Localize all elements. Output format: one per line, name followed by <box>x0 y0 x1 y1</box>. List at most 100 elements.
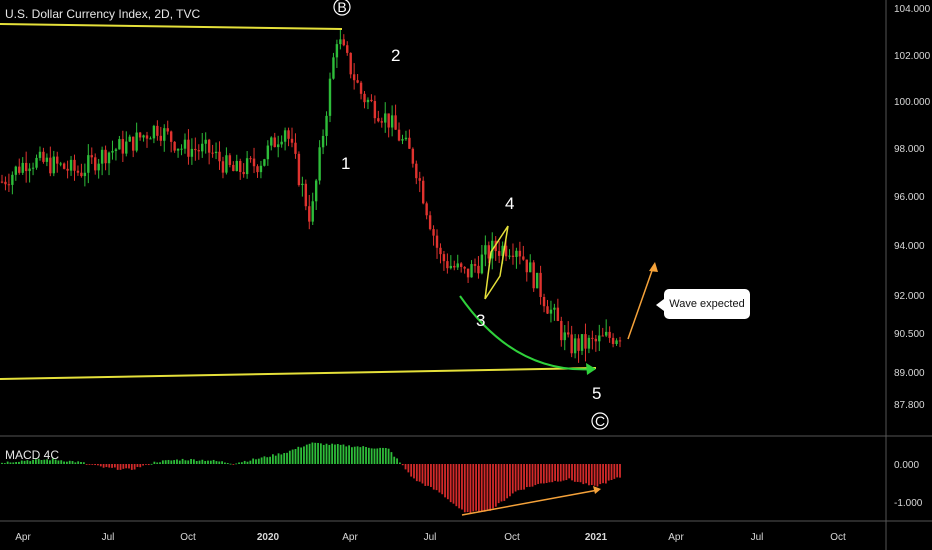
candle-body <box>342 39 345 46</box>
macd-bar <box>221 461 224 464</box>
macd-bar <box>449 464 452 503</box>
macd-bar <box>401 464 404 466</box>
candle-body <box>515 250 518 257</box>
candle-body <box>328 78 332 116</box>
macd-bar <box>415 464 418 482</box>
macd-bar <box>413 464 415 479</box>
candle-body <box>138 132 142 138</box>
candle-body <box>411 148 415 164</box>
circle-b <box>333 0 351 16</box>
macd-bar <box>204 460 207 464</box>
candle-body <box>432 229 435 236</box>
projection-arrowhead <box>649 262 658 272</box>
macd-bar <box>342 444 345 464</box>
candle-body <box>166 128 169 132</box>
macd-bar <box>85 464 88 465</box>
macd-bar <box>322 444 325 464</box>
wave-label-2: 2 <box>391 46 400 65</box>
macd-bar <box>382 447 384 464</box>
candle-body <box>31 167 35 169</box>
candle-body <box>349 52 352 75</box>
macd-bar <box>99 464 102 467</box>
y-tick-label: 94.000 <box>894 241 925 252</box>
macd-bar <box>40 460 43 464</box>
candle-body <box>83 172 87 177</box>
lower-trendline <box>0 367 597 380</box>
macd-bar <box>537 464 540 484</box>
macd-bar <box>525 464 528 488</box>
candle-body <box>204 139 207 144</box>
macd-bar <box>554 464 556 481</box>
macd-bar <box>486 464 489 510</box>
candle-body <box>449 265 453 269</box>
x-tick-label: Jul <box>102 532 115 543</box>
macd-bar <box>387 448 390 464</box>
macd-bar <box>6 461 9 464</box>
macd-bar <box>108 464 111 468</box>
y-tick-label: 96.000 <box>894 192 925 203</box>
macd-bar <box>291 449 294 464</box>
macd-bar <box>34 459 37 464</box>
macd-bar <box>12 462 15 464</box>
candle-body <box>553 307 556 310</box>
macd-bar <box>520 464 523 490</box>
macd-bar <box>263 456 266 464</box>
macd-bar <box>517 464 520 491</box>
macd-bar <box>94 464 97 466</box>
macd-bar <box>283 453 286 464</box>
macd-bar <box>139 464 142 468</box>
macd-bar <box>161 460 164 464</box>
y-tick-label: 102.000 <box>894 51 931 62</box>
macd-bar <box>494 464 497 507</box>
candle-body <box>7 184 11 186</box>
price-axis: 104.000 102.000 100.000 98.000 96.000 94.000 9… <box>894 4 931 509</box>
candle-body <box>218 151 221 162</box>
macd-bar <box>288 450 291 464</box>
candle-body <box>311 201 314 222</box>
macd-bar <box>311 442 314 464</box>
macd-bar <box>438 464 441 493</box>
candle-body <box>163 128 166 141</box>
candle-body <box>463 266 466 269</box>
macd-bar <box>46 459 49 464</box>
candle-body <box>14 166 18 175</box>
wave-label-b: B <box>337 0 346 15</box>
candle-body <box>380 121 383 123</box>
macd-bar <box>274 455 277 464</box>
candle-body <box>577 338 580 351</box>
macd-bar <box>613 464 616 479</box>
macd-bar <box>128 464 130 469</box>
candle-body <box>73 159 76 171</box>
macd-bar <box>68 460 71 464</box>
macd-bar <box>198 460 201 464</box>
macd-bar <box>266 457 269 464</box>
candle-body <box>487 245 491 259</box>
macd-bar <box>150 463 153 465</box>
macd-bar <box>20 460 23 464</box>
macd-bar <box>396 458 398 464</box>
macd-bar <box>269 456 271 464</box>
candle-body <box>62 163 66 169</box>
candle-body <box>352 74 356 81</box>
candle-body <box>18 166 21 173</box>
macd-bar <box>384 447 387 464</box>
candle-body <box>194 148 197 151</box>
macd-bar <box>314 442 317 464</box>
price-chart-title: U.S. Dollar Currency Index, 2D, TVC <box>5 7 201 21</box>
macd-bar <box>212 459 215 464</box>
candle-body <box>180 148 183 150</box>
macd-bar <box>596 464 599 487</box>
macd-bar <box>43 459 46 464</box>
candle-body <box>197 150 200 152</box>
y-tick-label: 100.000 <box>894 97 931 108</box>
candle-body <box>149 138 152 140</box>
candle-body <box>187 139 190 157</box>
macd-bar <box>74 462 77 464</box>
x-tick-label: Oct <box>830 532 846 543</box>
macd-bar <box>201 459 204 464</box>
y-tick-label: 92.000 <box>894 291 925 302</box>
candle-body <box>522 256 525 260</box>
macd-bar <box>359 447 362 464</box>
candle-body <box>580 334 584 351</box>
macd-bar <box>379 447 382 464</box>
